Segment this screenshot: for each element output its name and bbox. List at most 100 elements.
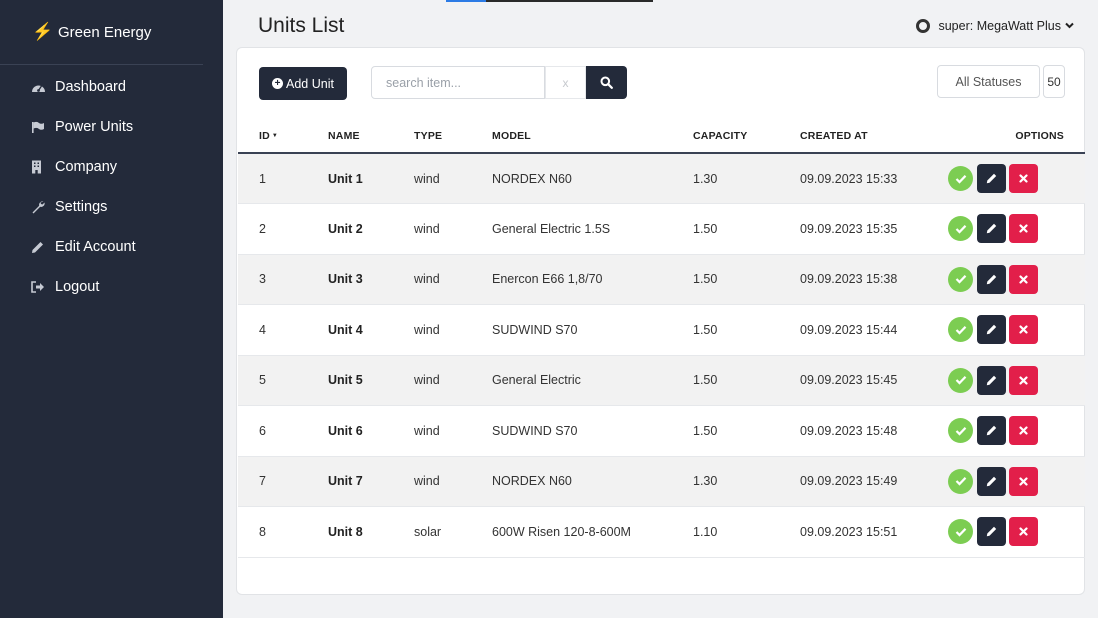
- column-header-label: CAPACITY: [693, 130, 748, 142]
- cell-model: 600W Risen 120-8-600M: [492, 506, 693, 558]
- brand[interactable]: ⚡ Green Energy: [0, 0, 203, 65]
- cell-model: General Electric: [492, 355, 693, 406]
- cell-name: Unit 3: [328, 254, 414, 305]
- cell-type: wind: [414, 355, 492, 406]
- activate-button[interactable]: [948, 519, 973, 545]
- sidebar-item-edit-account[interactable]: Edit Account: [0, 227, 223, 267]
- delete-button[interactable]: [1009, 416, 1038, 446]
- delete-button[interactable]: [1009, 214, 1038, 244]
- column-header-label: OPTIONS: [1015, 130, 1064, 142]
- sidebar-item-power-units[interactable]: Power Units: [0, 107, 223, 147]
- cell-capacity: 1.50: [693, 254, 800, 305]
- edit-button[interactable]: [977, 517, 1006, 547]
- search-input[interactable]: [371, 66, 545, 99]
- activate-button[interactable]: [948, 166, 973, 191]
- edit-button[interactable]: [977, 214, 1006, 244]
- table-row: 5 Unit 5 wind General Electric 1.50 09.0…: [238, 355, 1085, 406]
- units-card: + Add Unit x All Statuses 50 ID▼ NAME TY…: [236, 47, 1085, 595]
- sidebar-item-settings[interactable]: Settings: [0, 187, 223, 227]
- cell-name: Unit 1: [328, 153, 414, 204]
- edit-button[interactable]: [977, 315, 1006, 345]
- cell-created-at: 09.09.2023 15:51: [800, 506, 930, 558]
- cell-model: SUDWIND S70: [492, 304, 693, 356]
- cell-model: SUDWIND S70: [492, 405, 693, 457]
- edit-button[interactable]: [977, 416, 1006, 446]
- wrench-icon: [31, 200, 55, 214]
- activate-button[interactable]: [948, 418, 973, 444]
- edit-button[interactable]: [977, 466, 1006, 496]
- status-filter-value: All Statuses: [955, 74, 1022, 89]
- check-icon: [955, 174, 966, 184]
- search-button[interactable]: [586, 66, 627, 99]
- sidebar-item-label: Company: [55, 159, 118, 175]
- pencil-icon: [986, 426, 997, 436]
- delete-button[interactable]: [1009, 517, 1038, 547]
- delete-button[interactable]: [1009, 164, 1038, 193]
- check-icon: [955, 477, 966, 486]
- cell-name: Unit 7: [328, 456, 414, 507]
- cell-created-at: 09.09.2023 15:33: [800, 153, 930, 204]
- sidebar-item-label: Dashboard: [55, 79, 126, 95]
- plus-circle-icon: +: [272, 78, 284, 89]
- cell-model: General Electric 1.5S: [492, 203, 693, 255]
- cell-name: Unit 8: [328, 506, 414, 558]
- cell-type: solar: [414, 506, 492, 558]
- column-header-label: MODEL: [492, 130, 531, 142]
- delete-button[interactable]: [1009, 315, 1038, 345]
- sidebar-nav: Dashboard Power Units Company Settings E…: [0, 65, 223, 307]
- activate-button[interactable]: [948, 367, 973, 393]
- close-icon: [1019, 224, 1028, 233]
- pencil-icon: [986, 173, 997, 184]
- edit-button[interactable]: [977, 365, 1006, 395]
- sidebar-item-label: Edit Account: [55, 239, 136, 255]
- cell-capacity: 1.30: [693, 456, 800, 507]
- cell-name: Unit 6: [328, 405, 414, 457]
- cell-type: wind: [414, 153, 492, 204]
- cell-capacity: 1.50: [693, 405, 800, 457]
- close-icon: [1019, 477, 1028, 486]
- column-header-label: NAME: [328, 130, 360, 142]
- page-size-select[interactable]: 50: [1043, 65, 1065, 98]
- activate-button[interactable]: [948, 468, 973, 494]
- cell-options: [930, 355, 1085, 406]
- cell-created-at: 09.09.2023 15:48: [800, 405, 930, 457]
- activate-button[interactable]: [948, 266, 973, 292]
- activate-button[interactable]: [948, 317, 973, 343]
- clear-search-button[interactable]: x: [545, 66, 586, 99]
- cell-capacity: 1.30: [693, 153, 800, 204]
- column-header-capacity: CAPACITY: [693, 120, 800, 154]
- flag-icon: [31, 120, 55, 134]
- delete-button[interactable]: [1009, 466, 1038, 496]
- add-unit-label: Add Unit: [286, 76, 334, 91]
- row-actions: [948, 416, 1085, 446]
- cell-options: [930, 456, 1085, 507]
- column-header-label: CREATED AT: [800, 130, 868, 142]
- pencil-icon: [986, 325, 997, 335]
- cell-name: Unit 5: [328, 355, 414, 406]
- sidebar-item-company[interactable]: Company: [0, 147, 223, 187]
- sidebar-item-logout[interactable]: Logout: [0, 267, 223, 307]
- edit-button[interactable]: [977, 164, 1006, 193]
- cell-options: [930, 506, 1085, 558]
- activate-button[interactable]: [948, 216, 973, 242]
- column-header-id[interactable]: ID ▼: [238, 120, 328, 154]
- sidebar-item-dashboard[interactable]: Dashboard: [0, 67, 223, 107]
- cell-capacity: 1.10: [693, 506, 800, 558]
- delete-button[interactable]: [1009, 365, 1038, 395]
- clear-search-label: x: [562, 75, 569, 90]
- cell-model: NORDEX N60: [492, 153, 693, 204]
- pencil-icon: [986, 274, 997, 284]
- check-icon: [955, 426, 966, 436]
- building-icon: [31, 160, 55, 174]
- delete-button[interactable]: [1009, 264, 1038, 294]
- cell-created-at: 09.09.2023 15:44: [800, 304, 930, 356]
- status-filter-select[interactable]: All Statuses: [937, 65, 1040, 98]
- user-menu[interactable]: super: MegaWatt Plus: [916, 19, 1074, 33]
- pencil-icon: [986, 527, 997, 537]
- cell-created-at: 09.09.2023 15:49: [800, 456, 930, 507]
- edit-button[interactable]: [977, 264, 1006, 294]
- cell-id: 3: [238, 254, 328, 305]
- add-unit-button[interactable]: + Add Unit: [259, 67, 347, 100]
- sidebar-item-label: Settings: [55, 199, 108, 215]
- table-row: 4 Unit 4 wind SUDWIND S70 1.50 09.09.202…: [238, 304, 1085, 356]
